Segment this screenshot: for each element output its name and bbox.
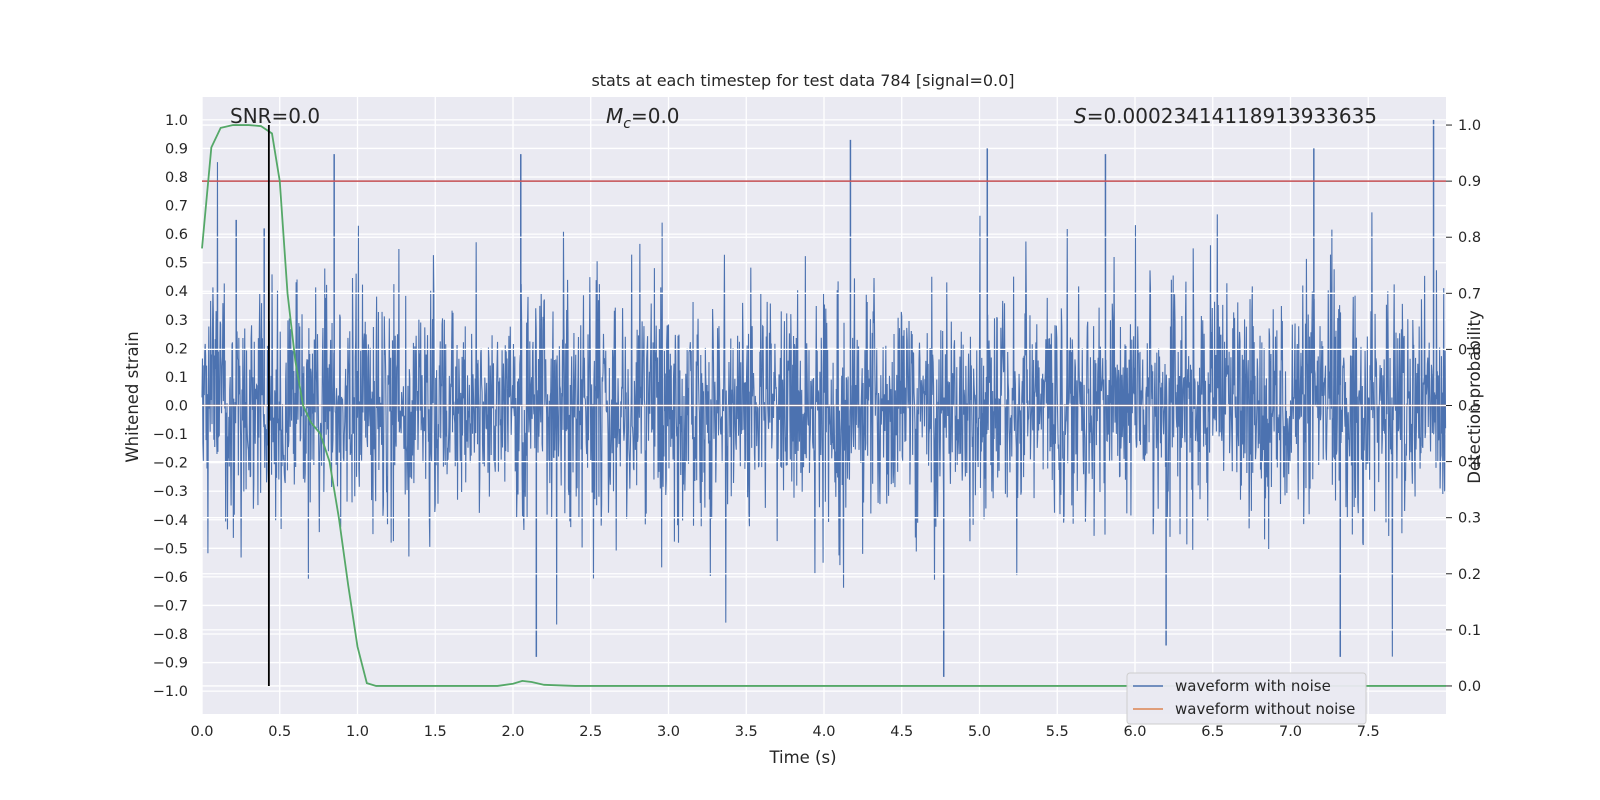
y-right-tick-label: 0.5	[1458, 399, 1481, 415]
y-left-tick-label: 0.7	[165, 199, 188, 215]
y-right-tick-label: 0.8	[1458, 230, 1481, 246]
y-axis-left-ticks: 1.0 0.9 0.8 0.7 0.6 0.5 0.4 0.3 0.2 0.1 0.0 −0.1 −0.…	[153, 113, 188, 700]
y-right-tick-label: 0.3	[1458, 511, 1481, 527]
x-tick-label: 1.5	[424, 724, 447, 740]
score-symbol: S	[1074, 104, 1087, 128]
y-left-tick-label: −0.1	[153, 427, 188, 443]
waveform-with-noise-line	[201, 162, 1447, 657]
chart-title: stats at each timestep for test data 784…	[591, 71, 1014, 90]
score-value: =0.00023414118913933635	[1087, 104, 1377, 128]
y-right-tick-label: 0.9	[1458, 174, 1481, 190]
y-right-tick-label: 0.2	[1458, 567, 1481, 583]
y-left-tick-label: −0.4	[153, 513, 188, 529]
y-left-tick-label: 0.1	[165, 370, 188, 386]
x-tick-label: 2.5	[579, 724, 602, 740]
legend: waveform with noise waveform without noi…	[1126, 672, 1367, 725]
y-left-tick-label: −0.5	[153, 541, 188, 557]
x-tick-label: 3.0	[657, 724, 680, 740]
y-axis-right-ticks: 1.0 0.9 0.8 0.7 0.6 0.5 0.4 0.3 0.2 0.1 0.0	[1446, 118, 1481, 695]
x-tick-label: 7.0	[1279, 724, 1302, 740]
score-annotation: S=0.00023414118913933635	[1074, 104, 1377, 128]
y-right-tick-label: 0.7	[1458, 286, 1481, 302]
x-tick-label: 3.5	[735, 724, 758, 740]
chirp-mass-subscript: c	[623, 116, 631, 132]
x-tick-label: 0.5	[268, 724, 291, 740]
y-right-tick-label: 1.0	[1458, 118, 1481, 134]
x-tick-label: 5.0	[968, 724, 991, 740]
x-tick-label: 1.0	[346, 724, 369, 740]
y-axis-right-label: Detection probability	[1465, 310, 1484, 484]
y-left-tick-label: −0.6	[153, 570, 188, 586]
y-left-tick-label: 0.5	[165, 256, 188, 272]
x-tick-label: 7.5	[1357, 724, 1380, 740]
y-left-tick-label: 1.0	[165, 113, 188, 129]
detection-probability-line	[201, 124, 1446, 687]
y-axis-left-label: Whitened strain	[123, 331, 142, 462]
legend-label-clean: waveform without noise	[1175, 700, 1355, 718]
y-left-tick-label: 0.6	[165, 227, 188, 243]
y-right-tick-label: 0.4	[1458, 455, 1481, 471]
y-left-tick-label: 0.2	[165, 341, 188, 357]
snr-annotation: SNR=0.0	[230, 104, 320, 128]
y-left-tick-label: −0.9	[153, 656, 188, 672]
x-tick-label: 5.5	[1046, 724, 1069, 740]
y-left-tick-label: −0.3	[153, 484, 188, 500]
y-left-tick-label: −1.0	[153, 684, 188, 700]
legend-box	[1126, 672, 1367, 725]
y-left-tick-label: −0.2	[153, 456, 188, 472]
plot-content	[201, 119, 1447, 687]
y-left-tick-label: 0.0	[165, 399, 188, 415]
x-tick-label: 4.0	[812, 724, 835, 740]
y-left-tick-label: −0.8	[153, 627, 188, 643]
x-tick-label: 4.5	[890, 724, 913, 740]
y-left-tick-label: 0.4	[165, 284, 188, 300]
x-tick-label: 6.0	[1123, 724, 1146, 740]
x-tick-label: 0.0	[190, 724, 213, 740]
x-axis-ticks: 0.0 0.5 1.0 1.5 2.0 2.5 3.0 3.5 4.0 4.5 5.0 5.5 6.0 6…	[190, 724, 1379, 740]
x-axis-label: Time (s)	[768, 748, 836, 767]
y-left-tick-label: 0.8	[165, 170, 188, 186]
y-right-tick-label: 0.0	[1458, 679, 1481, 695]
y-left-tick-label: 0.9	[165, 141, 188, 157]
y-left-tick-label: −0.7	[153, 598, 188, 614]
y-left-tick-label: 0.3	[165, 313, 188, 329]
chirp-mass-value: =0.0	[631, 104, 680, 128]
chirp-mass-annotation: Mc=0.0	[606, 104, 680, 132]
legend-label-noise: waveform with noise	[1175, 677, 1331, 695]
y-right-tick-label: 0.6	[1458, 342, 1481, 358]
x-tick-label: 2.0	[501, 724, 524, 740]
x-tick-label: 6.5	[1201, 724, 1224, 740]
chirp-mass-symbol: M	[606, 104, 623, 128]
y-right-tick-label: 0.1	[1458, 623, 1481, 639]
